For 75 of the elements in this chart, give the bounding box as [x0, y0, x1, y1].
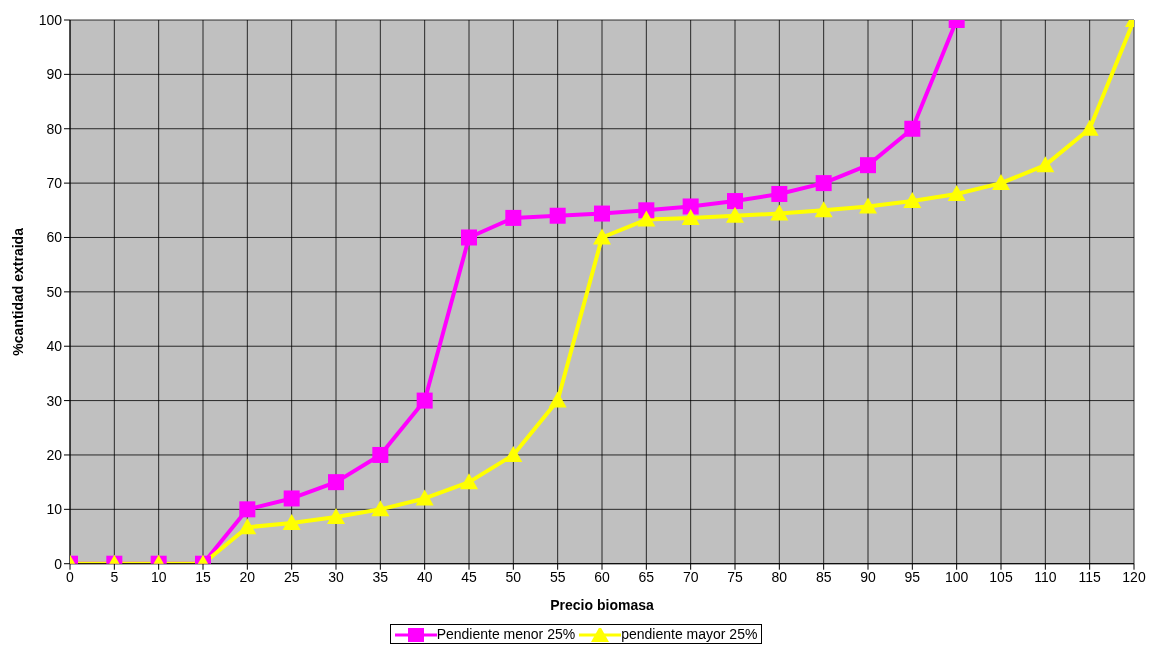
x-tick-label: 105 — [989, 568, 1013, 585]
x-tick-label: 5 — [110, 568, 119, 585]
x-tick-label: 60 — [594, 568, 610, 585]
point — [681, 208, 700, 225]
point — [593, 228, 611, 245]
y-tick-label: 30 — [46, 392, 63, 409]
point — [815, 175, 832, 192]
point — [814, 201, 833, 218]
x-tick-label: 15 — [195, 568, 211, 585]
y-tick-label: 90 — [46, 66, 63, 83]
y-tick-label: 50 — [46, 283, 63, 300]
x-tick-label: 120 — [1122, 568, 1146, 585]
x-tick-label: 100 — [944, 568, 969, 585]
point — [637, 210, 656, 227]
x-axis-title: Precio biomasa — [550, 596, 654, 613]
point — [283, 490, 300, 507]
point — [903, 192, 922, 209]
point — [328, 474, 344, 491]
point — [549, 207, 566, 224]
point — [771, 185, 788, 202]
point — [239, 501, 256, 518]
point — [416, 392, 433, 409]
point — [548, 391, 567, 408]
y-tick-label: 60 — [46, 229, 63, 246]
point — [327, 507, 345, 524]
x-tick-label: 45 — [461, 568, 477, 585]
x-tick-label: 20 — [239, 568, 256, 585]
y-tick-label: 0 — [54, 555, 63, 572]
x-tick-label: 25 — [283, 568, 300, 585]
y-tick-label: 40 — [46, 338, 63, 355]
y-tick-label: 70 — [46, 175, 63, 192]
point — [859, 197, 877, 214]
point — [460, 473, 478, 490]
x-tick-label: 30 — [328, 568, 344, 585]
point — [770, 204, 789, 221]
point — [727, 193, 743, 210]
x-tick-label: 110 — [1034, 568, 1057, 585]
point — [415, 489, 434, 506]
x-tick-label: 85 — [815, 568, 832, 585]
y-tick-label: 80 — [46, 120, 63, 137]
point — [904, 120, 921, 137]
point — [238, 518, 257, 535]
y-tick-label: 20 — [46, 446, 63, 463]
x-tick-label: 40 — [416, 568, 433, 585]
point — [504, 445, 523, 462]
x-tick-label: 95 — [904, 568, 921, 585]
x-tick-label: 10 — [150, 568, 167, 585]
x-tick-label: 80 — [771, 568, 788, 585]
y-tick-label: 10 — [46, 501, 63, 518]
y-axis-title: %cantidad extraida — [9, 227, 26, 356]
x-tick-label: 35 — [372, 568, 389, 585]
point — [371, 500, 390, 517]
x-tick-label: 75 — [727, 568, 743, 585]
legend-label: pendiente mayor 25% — [620, 625, 758, 642]
x-tick-label: 70 — [682, 568, 699, 585]
x-tick-label: 65 — [638, 568, 655, 585]
point — [282, 513, 301, 530]
legend-label: Pendiente menor 25% — [435, 625, 576, 642]
point — [505, 209, 522, 226]
x-tick-label: 50 — [505, 568, 522, 585]
point — [1080, 119, 1099, 136]
x-tick-label: 0 — [66, 568, 75, 585]
y-tick-label: 100 — [38, 11, 63, 28]
point — [594, 205, 610, 222]
point — [1036, 156, 1055, 173]
point — [372, 446, 389, 463]
point — [726, 206, 744, 223]
x-tick-label: 115 — [1078, 568, 1102, 585]
point — [682, 198, 699, 215]
x-tick-label: 90 — [860, 568, 876, 585]
x-tick-label: 55 — [549, 568, 566, 585]
point — [992, 174, 1010, 191]
point — [947, 184, 966, 201]
point — [860, 157, 876, 174]
point — [461, 229, 477, 246]
